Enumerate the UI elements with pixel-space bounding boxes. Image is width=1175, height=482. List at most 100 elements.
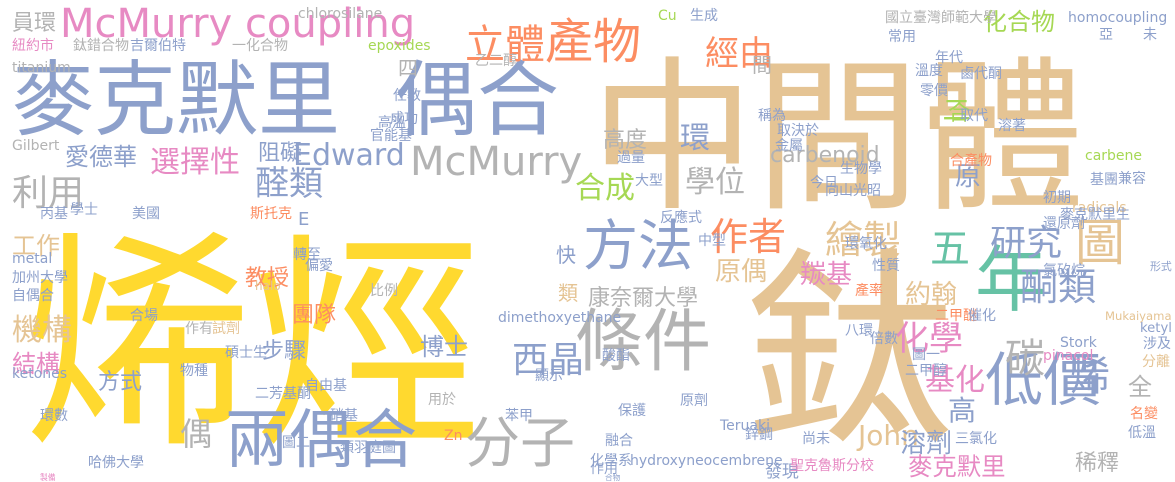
word: 阻礙 xyxy=(258,141,302,166)
word: 溶著 xyxy=(998,118,1026,134)
word: McMurry xyxy=(410,139,582,185)
word: 碩士生 xyxy=(225,345,267,361)
word: 團隊 xyxy=(292,303,336,328)
word: 合產物 xyxy=(950,152,992,169)
word: 官能基 xyxy=(370,127,412,144)
word: 教授 xyxy=(245,266,289,291)
word: 氯矽烷 xyxy=(1043,263,1085,279)
word: 稱為 xyxy=(758,108,786,124)
word: 作者 xyxy=(710,215,786,259)
word: 哈佛大學 xyxy=(88,455,144,471)
word: 倍數 xyxy=(870,331,898,347)
word: 二甲醚 xyxy=(935,308,977,324)
word: 二芳基酮 xyxy=(255,385,311,402)
word: 國立臺灣師範大學 xyxy=(885,9,997,26)
word: 化學系 xyxy=(590,453,632,469)
word: Stork xyxy=(1060,335,1098,351)
word: 繪製 xyxy=(825,218,901,262)
word: 立體 xyxy=(465,22,545,68)
word: 類 xyxy=(558,281,578,305)
word: 名變 xyxy=(1130,406,1158,422)
word: 鈦錯合物 xyxy=(73,38,129,54)
word: Mukaiyama xyxy=(1105,309,1172,323)
word: 低價 xyxy=(985,346,1101,414)
word: 高溫 xyxy=(378,114,406,131)
word: 四 xyxy=(398,56,418,80)
word: carbenoid xyxy=(770,143,880,168)
word: 吉爾伯特 xyxy=(130,38,186,54)
word: 麥克默里 xyxy=(12,53,340,148)
word: 碳 xyxy=(1005,336,1045,382)
word: 反應式 xyxy=(660,209,702,226)
word: 零價 xyxy=(920,82,948,99)
word: John xyxy=(856,419,919,452)
word: 加州大學 xyxy=(12,270,68,286)
word: 原偶 xyxy=(715,257,767,287)
word: 大型 xyxy=(635,173,663,189)
word: 高度 xyxy=(603,128,647,153)
word: 中型 xyxy=(698,233,726,249)
word: Cu xyxy=(658,8,677,24)
word: 選擇性 xyxy=(150,145,240,180)
word: 用於 xyxy=(428,392,456,408)
word: 愛德華 xyxy=(65,143,137,171)
word: 聖克魯斯分校 xyxy=(790,457,874,474)
word: pinacol xyxy=(1043,348,1093,364)
word: 經由 xyxy=(705,34,773,74)
word: 約翰 xyxy=(905,280,957,310)
word: 亞 xyxy=(1099,27,1113,43)
word: 一化合物 xyxy=(232,38,288,54)
word: 催化 xyxy=(968,308,996,324)
word: 鋅鋼 xyxy=(745,427,773,443)
word: 麥克默里 xyxy=(908,452,1006,481)
word: 紐約市 xyxy=(12,37,54,54)
word: 西晶 xyxy=(512,340,584,381)
word: 鹵代酮 xyxy=(960,65,1002,82)
word: 斯托克 xyxy=(250,206,292,222)
word: 環 xyxy=(680,121,710,156)
word: McMurry coupling xyxy=(60,1,415,47)
word: 硝基 xyxy=(330,407,358,424)
word: 圖二 xyxy=(282,435,310,451)
word: 年 xyxy=(975,238,1047,322)
word: 偶合 xyxy=(395,53,559,148)
word: epoxides xyxy=(368,38,431,54)
word: 產率 xyxy=(855,282,883,299)
word: 初期 xyxy=(1043,189,1071,206)
word: 苯甲 xyxy=(505,407,533,424)
word: 生成 xyxy=(690,8,718,24)
word: 醛類 xyxy=(255,164,323,204)
word: 化學 xyxy=(895,319,963,359)
word: 常用 xyxy=(888,29,916,45)
word: 發現 xyxy=(765,461,799,481)
word: 生物學 xyxy=(840,161,882,177)
word: 尚未 xyxy=(802,431,830,447)
word: 原劑 xyxy=(680,392,708,409)
word: 學士 xyxy=(70,202,98,218)
word: 酸酯 xyxy=(602,348,630,364)
word: 方法 xyxy=(583,214,693,278)
word: 研究 xyxy=(990,223,1062,264)
word: 涉及 xyxy=(1143,336,1171,352)
word: chlorosilane xyxy=(298,6,382,22)
word: 高 xyxy=(948,394,976,427)
word: 成功 xyxy=(390,111,418,127)
word: 物種 xyxy=(180,363,208,379)
word: 基化 xyxy=(925,363,985,398)
word: 工作 xyxy=(12,232,60,260)
word: ketones xyxy=(12,366,67,382)
word: 取代 xyxy=(960,108,988,124)
word: 合物 xyxy=(605,472,621,482)
word: 轉至 xyxy=(293,247,321,263)
word: 八環 xyxy=(845,323,873,339)
word: 今日 xyxy=(810,175,838,191)
word: 類羽庭圖 xyxy=(340,439,396,456)
word: 任教 xyxy=(393,88,421,104)
word: radicals xyxy=(1072,200,1127,216)
word: 員環 xyxy=(12,11,56,36)
word: 金屬 xyxy=(775,138,803,154)
word: 鈦 xyxy=(745,230,955,475)
word: 方式 xyxy=(98,370,142,395)
word: hydroxyneocembrene xyxy=(630,453,783,469)
